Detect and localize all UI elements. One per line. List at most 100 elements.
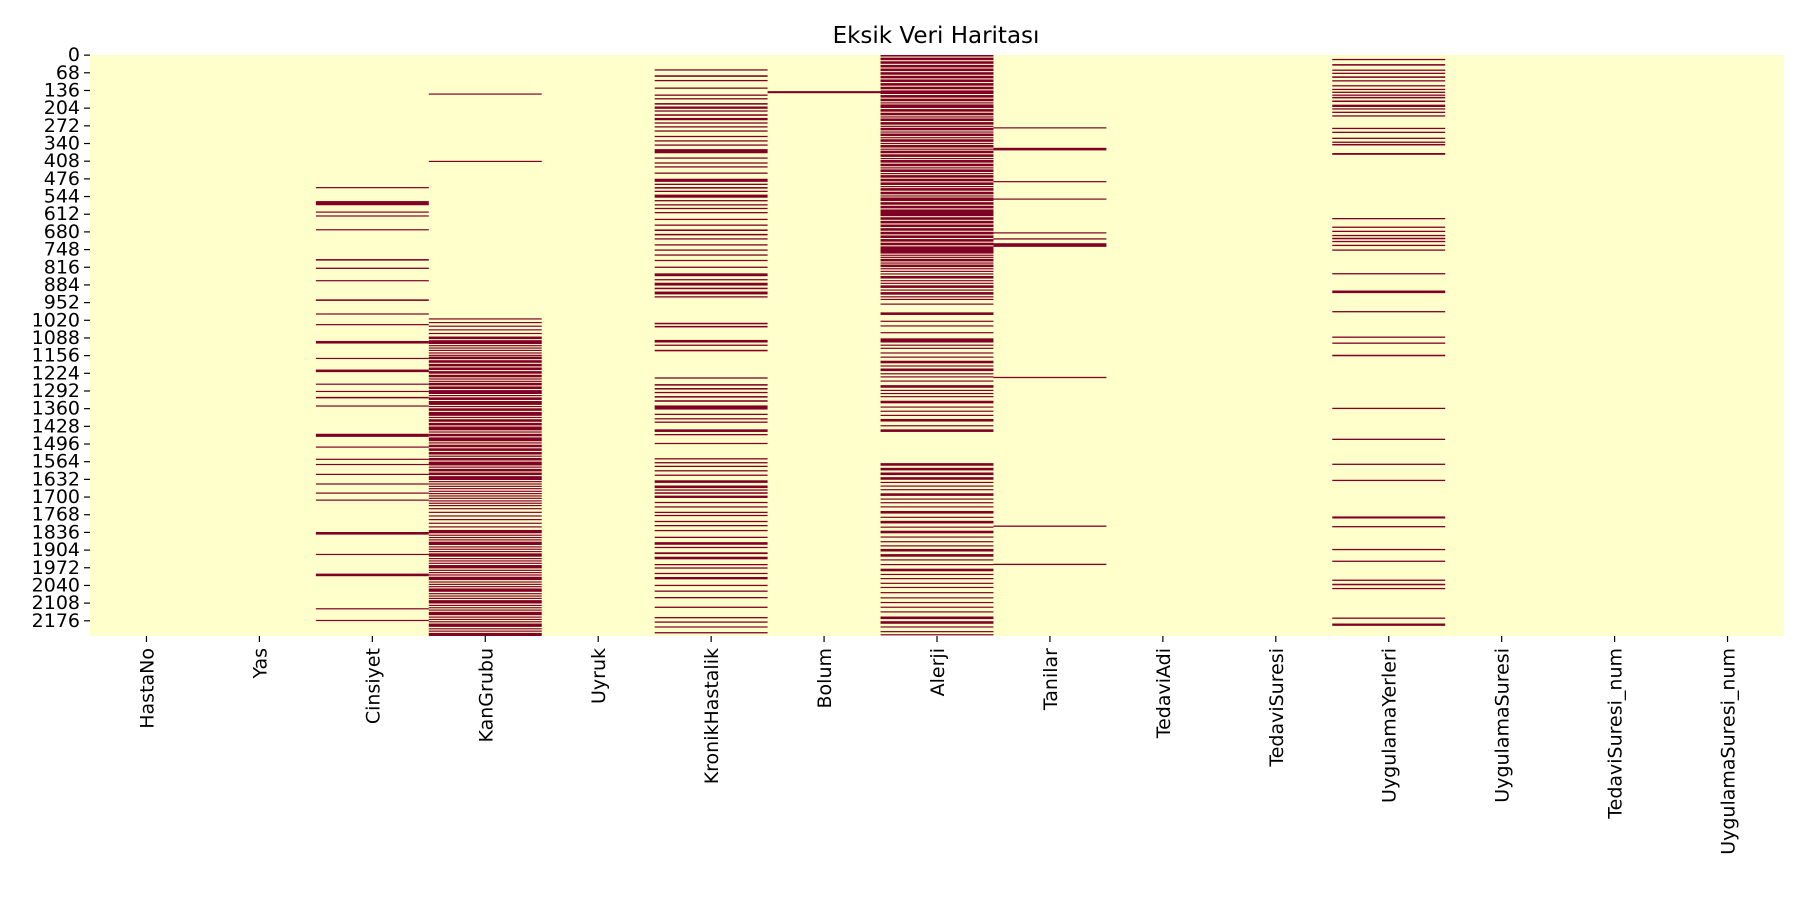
missing-cell [428, 541, 542, 546]
missing-cell [880, 536, 994, 538]
missing-cell [880, 173, 994, 175]
missing-cell [880, 144, 994, 148]
missing-cell [428, 504, 542, 507]
missing-cell [880, 133, 994, 137]
missing-cell [880, 182, 994, 185]
column-alerji [880, 55, 994, 636]
missing-cell [315, 229, 429, 231]
missing-cell [1332, 234, 1446, 237]
y-tick-label: 1428 [32, 415, 80, 437]
missing-cell [315, 608, 429, 610]
missing-cell [880, 631, 994, 633]
missing-cell [880, 520, 994, 524]
missing-cell [993, 563, 1107, 566]
missing-cell [428, 632, 542, 636]
missing-cell [880, 61, 994, 64]
y-tick-label: 2040 [32, 574, 80, 596]
missing-cell [1332, 354, 1446, 357]
column-kangrubu [428, 93, 542, 636]
missing-cell [654, 501, 768, 504]
missing-cell [428, 345, 542, 347]
missing-cell [1332, 88, 1446, 91]
missing-cell [880, 298, 994, 301]
chart-title: Eksik Veri Haritası [833, 23, 1040, 49]
missing-cell [880, 477, 994, 480]
missing-cell [428, 363, 542, 367]
missing-cell [1332, 617, 1446, 619]
missing-cell [428, 431, 542, 433]
missing-cell [428, 565, 542, 569]
missing-cell [428, 437, 542, 442]
missing-cell [993, 198, 1107, 200]
missing-cell [880, 75, 994, 79]
missing-cell [880, 95, 994, 98]
y-tick-label: 1292 [32, 380, 80, 402]
missing-cell [654, 259, 768, 262]
missing-cell [428, 548, 542, 550]
missing-cell [880, 102, 994, 104]
missing-cell [428, 386, 542, 390]
y-tick-label: 1632 [32, 468, 80, 490]
x-tick-label: Cinsiyet [362, 648, 384, 724]
missing-cell [315, 340, 429, 344]
missing-cell [654, 254, 768, 256]
missing-cell [654, 349, 768, 352]
missing-cell [428, 611, 542, 616]
missing-cell [1332, 342, 1446, 344]
missing-cell [654, 110, 768, 112]
missing-cell [880, 209, 994, 217]
y-tick-label: 1904 [32, 539, 80, 561]
y-tick-label: 1088 [32, 327, 80, 349]
x-tick-label: KanGrubu [475, 648, 497, 743]
missing-cell [654, 626, 768, 628]
missing-cell [315, 446, 429, 448]
missing-cell [1332, 69, 1446, 71]
missing-cell [428, 595, 542, 597]
missing-cell [654, 465, 768, 468]
missing-cell [428, 382, 542, 386]
y-tick-label: 1156 [32, 345, 80, 367]
missing-cell [880, 410, 994, 412]
missing-cell [654, 400, 768, 402]
missing-cell [880, 601, 994, 604]
missing-cell [654, 511, 768, 514]
missing-cell [315, 267, 429, 269]
missing-cell [880, 296, 994, 298]
missing-cell [654, 79, 768, 82]
missing-cell [315, 201, 429, 206]
missing-cell [880, 86, 994, 90]
missing-cell [654, 339, 768, 343]
missing-cell [428, 356, 542, 360]
missing-cell [1332, 479, 1446, 482]
missing-cell [428, 336, 542, 340]
missing-cell [654, 590, 768, 592]
missing-cell [654, 69, 768, 71]
missing-cell [993, 127, 1107, 129]
missing-cell [654, 224, 768, 226]
missing-cell [428, 628, 542, 630]
missing-cell [654, 388, 768, 390]
missing-cell [315, 492, 429, 494]
missing-cell [880, 90, 994, 94]
missing-cell [428, 618, 542, 621]
missing-cell [654, 434, 768, 436]
missing-cell [880, 611, 994, 613]
missing-cell [1332, 226, 1446, 228]
missing-cell [654, 282, 768, 286]
missing-cell [428, 405, 542, 408]
y-tick-label: 952 [44, 292, 80, 314]
missing-cell [654, 485, 768, 489]
y-tick-label: 204 [44, 97, 80, 119]
missing-cell [880, 510, 994, 514]
missing-cell [654, 617, 768, 619]
missing-cell [428, 604, 542, 607]
missing-cell [880, 235, 994, 239]
missing-cell [880, 154, 994, 157]
missing-cell [428, 426, 542, 431]
missing-cell [993, 181, 1107, 183]
y-tick-label: 1700 [32, 486, 80, 508]
missing-cell [654, 458, 768, 460]
missing-cell [428, 609, 542, 611]
y-tick-label: 2108 [32, 592, 80, 614]
